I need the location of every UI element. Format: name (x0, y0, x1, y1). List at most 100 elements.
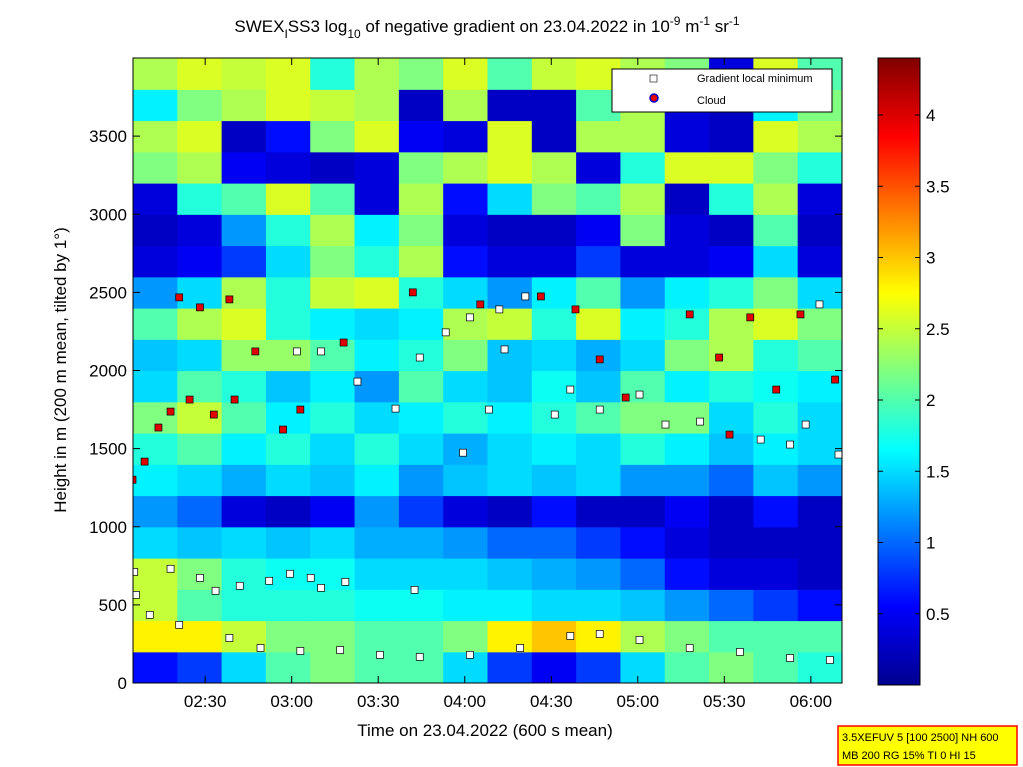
heat-cell (709, 151, 754, 184)
y-axis-label: Height in m (200 m mean, tilted by 1°) (51, 227, 70, 513)
heat-cell (221, 401, 267, 434)
marker (317, 347, 325, 356)
heat-cell (177, 433, 223, 465)
heat-cell (398, 495, 444, 528)
heat-cell (354, 276, 400, 309)
heat-cell (265, 651, 311, 683)
heat-cell (487, 339, 533, 372)
x-tick-label: 02:30 (184, 692, 227, 711)
heat-cell (531, 589, 577, 622)
marker (441, 328, 450, 337)
heat-cell (133, 245, 178, 278)
heat-cell (709, 558, 754, 590)
marker (459, 448, 467, 457)
heat-cell (487, 183, 533, 215)
heat-cell (531, 214, 577, 247)
heat-cell (221, 339, 267, 372)
marker (595, 405, 604, 414)
marker (166, 564, 175, 573)
marker (339, 338, 348, 347)
heat-cell (133, 589, 178, 622)
heat-cell (709, 308, 754, 340)
marker (410, 586, 419, 594)
heat-cell (177, 308, 223, 340)
heat-cell (310, 495, 356, 528)
heat-cell (310, 89, 356, 122)
heat-cell (620, 308, 666, 340)
heat-cell (310, 370, 356, 403)
x-tick-label: 05:00 (617, 692, 660, 711)
heat-cell (753, 464, 799, 497)
marker (235, 581, 244, 590)
heat-cell (797, 245, 842, 278)
marker (685, 310, 694, 319)
y-tick-label: 0 (118, 674, 127, 693)
heat-cell (398, 308, 444, 340)
marker (466, 313, 474, 322)
heat-cell (576, 183, 622, 215)
title-part: sr (710, 17, 729, 36)
heat-cell (265, 308, 311, 340)
x-tick-label: 05:30 (703, 692, 746, 711)
heat-cell (354, 58, 400, 90)
heat-cell (709, 120, 754, 153)
marker (595, 630, 604, 638)
heat-cell (221, 276, 267, 309)
heat-cell (177, 183, 223, 215)
heat-cell (576, 433, 622, 465)
heat-cell (265, 89, 311, 122)
heat-cell (709, 464, 754, 497)
marker (196, 303, 204, 312)
colorbar-tick-label: 3 (926, 249, 935, 268)
marker (306, 573, 315, 582)
heat-cell (487, 651, 533, 683)
heat-cell (753, 151, 799, 184)
heat-cell (664, 214, 710, 247)
marker (145, 611, 154, 619)
heat-cell (620, 401, 666, 434)
heat-cell (709, 589, 754, 622)
heat-cell (354, 151, 400, 184)
heat-cell (443, 401, 489, 434)
heat-cell (753, 120, 799, 153)
heat-cell (620, 589, 666, 622)
heat-cell (354, 370, 400, 403)
heat-cell (354, 558, 400, 590)
heat-cell (531, 58, 577, 90)
heat-cell (576, 370, 622, 403)
heat-cell (310, 620, 356, 653)
heat-cell (177, 214, 223, 247)
heat-cell (265, 183, 311, 215)
heat-cell (664, 120, 710, 153)
heat-cell (310, 589, 356, 622)
marker (696, 417, 704, 426)
marker (685, 644, 694, 652)
colorbar-tick-label: 1 (926, 534, 935, 553)
heat-cell (664, 339, 710, 372)
title-part: of negative gradient on 23.04.2022 in 10 (361, 17, 670, 36)
heat-cell (443, 370, 489, 403)
heat-cell (576, 651, 622, 683)
heat-cell (221, 58, 267, 90)
heat-cell (354, 120, 400, 153)
heat-cell (398, 589, 444, 622)
heat-cell (753, 245, 799, 278)
marker (485, 405, 493, 414)
heat-cell (753, 183, 799, 215)
heat-cell (487, 401, 533, 434)
title-part: -1 (729, 14, 740, 28)
y-tick-label: 1000 (89, 518, 127, 537)
heat-cell (443, 214, 489, 247)
heat-cell (531, 245, 577, 278)
colorbar-tick-label: 4 (926, 106, 935, 125)
colorbar-tick-label: 2.5 (926, 320, 950, 339)
heat-cell (664, 276, 710, 309)
heat-cell (531, 308, 577, 340)
heat-cell (487, 558, 533, 590)
heat-cell (133, 433, 178, 465)
heat-cell (443, 245, 489, 278)
title-part: -9 (670, 14, 681, 28)
marker (550, 410, 559, 419)
heat-cell (310, 120, 356, 153)
heat-cell (310, 214, 356, 247)
